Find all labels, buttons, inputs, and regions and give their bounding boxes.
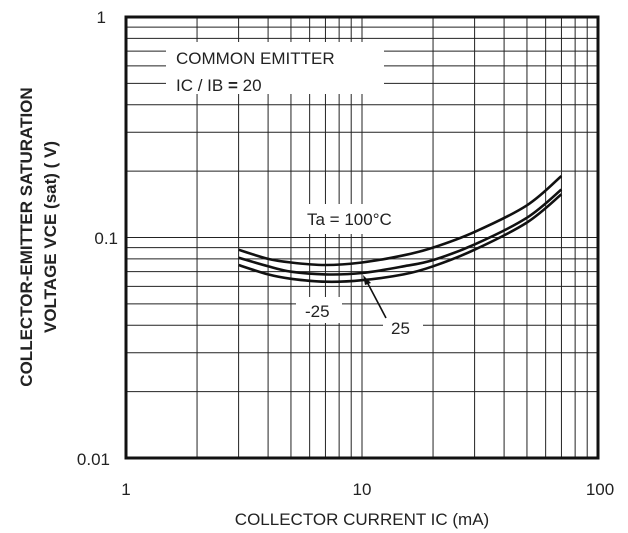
legend-ratio-prefix: IC / IB [176, 76, 228, 95]
legend-box: COMMON EMITTER IC / IB = 20 [166, 42, 384, 95]
x-tick-10: 10 [353, 480, 372, 499]
plot-frame [124, 15, 600, 460]
x-tick-100: 100 [586, 480, 614, 499]
annotation-25: 25 [391, 319, 410, 338]
series-line-1 [238, 188, 563, 276]
annotation-minus25-background [296, 297, 342, 323]
annotation-minus25: -25 [305, 302, 330, 321]
series-line-0 [238, 175, 563, 267]
annotation-ta100: Ta = 100°C [307, 210, 392, 229]
x-axis-title: COLLECTOR CURRENT IC (mA) [235, 510, 489, 529]
series-line-2 [238, 193, 563, 284]
y-tick-1: 1 [97, 8, 106, 27]
y-axis-title-line1: COLLECTOR-EMITTER SATURATION [17, 87, 36, 386]
legend-ratio-equals: = [228, 76, 238, 95]
annotation-25-arrowhead [363, 275, 371, 285]
annotation-25-background [383, 314, 423, 340]
annotation-25-leader [365, 279, 387, 319]
y-axis-title-line2: VOLTAGE VCE (sat) ( V) [41, 141, 60, 333]
series-group [238, 175, 563, 284]
legend-ratio-value: 20 [238, 76, 262, 95]
legend-background [166, 42, 384, 94]
y-tick-0-01: 0.01 [77, 450, 110, 469]
annotation-ta100-background [298, 204, 416, 234]
x-tick-1: 1 [121, 480, 130, 499]
legend-line-ratio: IC / IB = 20 [176, 76, 262, 95]
legend-line-common-emitter: COMMON EMITTER [176, 49, 335, 68]
y-tick-0-1: 0.1 [94, 229, 118, 248]
